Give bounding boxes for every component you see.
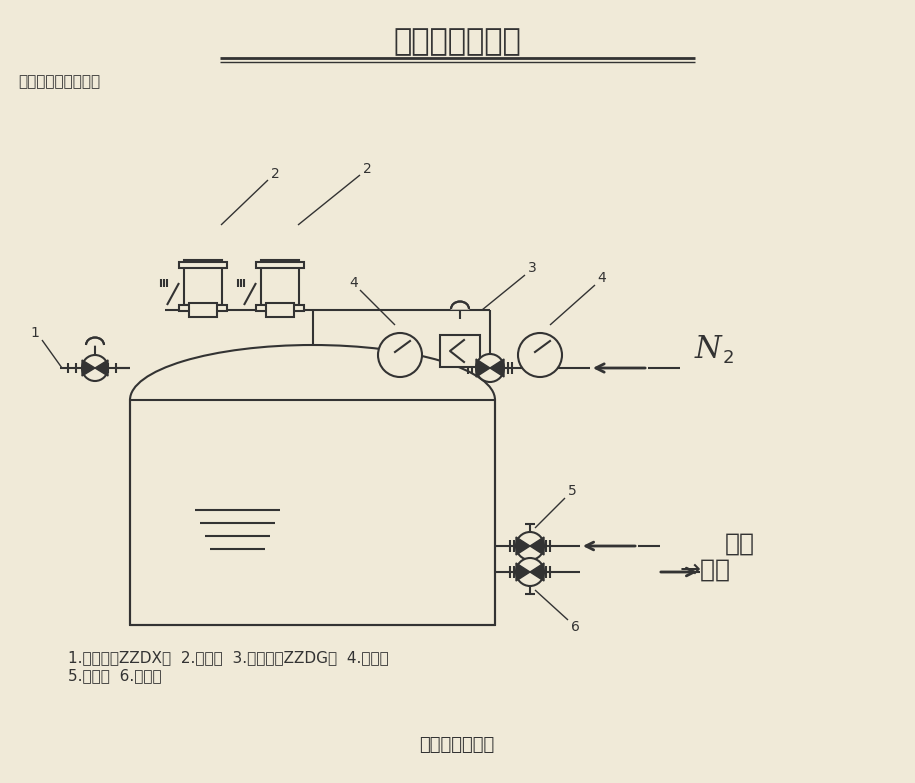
Text: 2: 2 [271,167,279,181]
Bar [184,260,222,305]
Polygon shape [530,563,544,581]
Text: N: N [695,334,722,366]
Text: 氮封装置系统图: 氮封装置系统图 [393,27,521,56]
Text: 1.泄氮阀（ZZDX）  2.呼吸阀  3.供氮阀（ZZDG）  4.压力表: 1.泄氮阀（ZZDX） 2.呼吸阀 3.供氮阀（ZZDG） 4.压力表 [68,651,389,666]
Bar [266,303,294,317]
Polygon shape [86,337,104,345]
Bar [256,262,304,268]
Text: 典型应用：氮封系统: 典型应用：氮封系统 [18,74,100,89]
Bar [179,305,227,311]
Bar [256,305,304,311]
Polygon shape [451,301,469,309]
Circle shape [516,532,544,560]
Text: 氮封装置系统图: 氮封装置系统图 [419,736,495,754]
Polygon shape [82,360,95,376]
Circle shape [378,333,422,377]
Polygon shape [490,359,504,377]
Polygon shape [130,345,495,400]
Polygon shape [95,360,108,376]
Bar [130,400,495,625]
Circle shape [82,355,108,381]
Bar [440,335,480,367]
Polygon shape [516,537,530,555]
Text: 6: 6 [571,620,579,634]
Text: 3: 3 [528,261,536,275]
Circle shape [476,354,504,382]
Text: 5.进料阀  6.出料阀: 5.进料阀 6.出料阀 [68,669,162,684]
Text: 5: 5 [567,484,576,498]
Text: 进料: 进料 [725,532,755,556]
Circle shape [516,558,544,586]
Text: 4: 4 [597,271,607,285]
Bar [261,260,299,305]
Text: 1: 1 [30,326,39,340]
Text: →出料: →出料 [680,558,730,582]
Polygon shape [516,563,530,581]
Text: 2: 2 [723,349,735,367]
Bar [189,303,217,317]
Bar [179,262,227,268]
Polygon shape [476,359,490,377]
Polygon shape [530,537,544,555]
Text: 2: 2 [362,162,371,176]
Text: 4: 4 [350,276,359,290]
Circle shape [518,333,562,377]
